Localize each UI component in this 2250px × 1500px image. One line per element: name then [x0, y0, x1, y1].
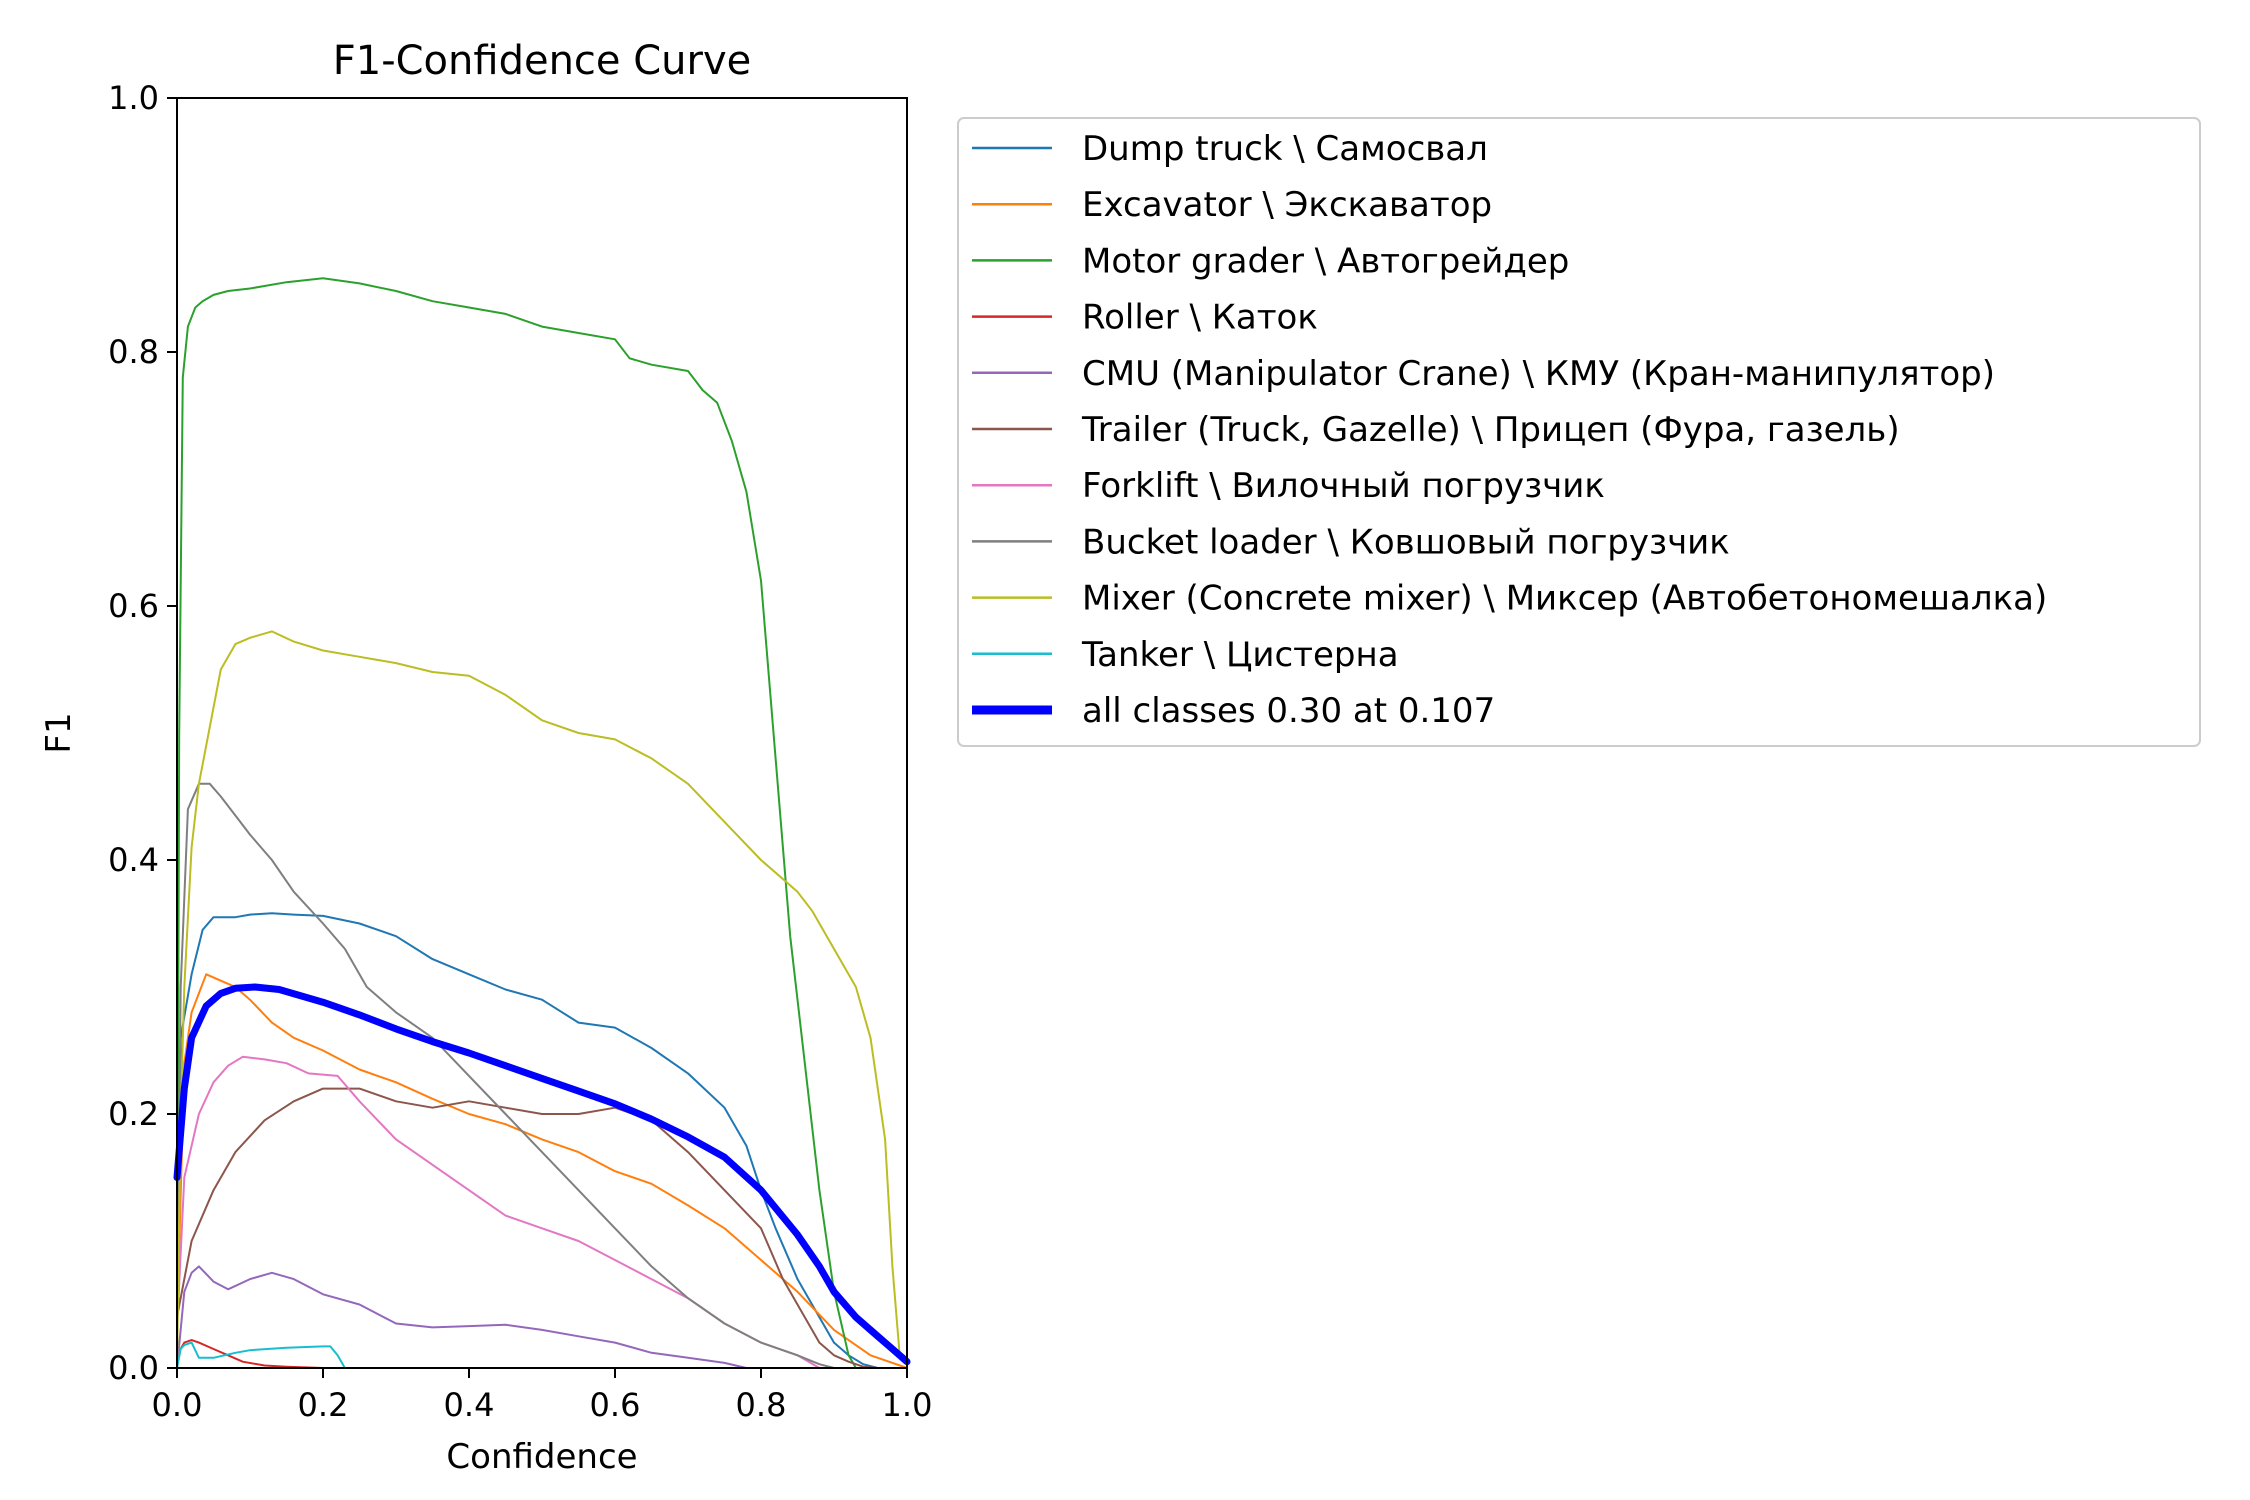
series-line-2: [176, 973, 908, 1369]
legend-items: Dump truck \ Самосвал Excavator \ Экскава…: [972, 129, 2047, 731]
y-tick-label: 0.8: [108, 333, 159, 371]
series-line-5: [176, 1265, 748, 1369]
x-tick-label: 0.2: [298, 1386, 349, 1424]
x-tick-label: 0.0: [152, 1386, 203, 1424]
legend-frame: [957, 117, 2201, 747]
y-axis-ticks: 0.0 0.2 0.4 0.6 0.8 1.0: [108, 79, 177, 1387]
legend: Dump truck \ Самосвал Excavator \ Экскава…: [957, 117, 2201, 747]
plot-lines: [173, 277, 911, 1369]
legend-label: Mixer (Concrete mixer) \ Миксер (Автобет…: [1082, 579, 2047, 619]
y-axis-label: F1: [39, 712, 79, 753]
y-tick-label: 0.2: [108, 1095, 159, 1133]
series-line-9: [176, 630, 901, 1369]
legend-label: all classes 0.30 at 0.107: [1082, 691, 1495, 731]
x-axis-label: Confidence: [446, 1437, 637, 1477]
y-tick-label: 0.0: [108, 1349, 159, 1387]
x-tick-label: 0.4: [444, 1386, 495, 1424]
y-tick-label: 1.0: [108, 79, 159, 117]
y-tick-label: 0.4: [108, 841, 159, 879]
legend-label: Dump truck \ Самосвал: [1082, 129, 1488, 169]
legend-label: Excavator \ Экскаватор: [1082, 185, 1492, 225]
x-tick-label: 0.6: [590, 1386, 641, 1424]
legend-label: Trailer (Truck, Gazelle) \ Прицеп (Фура,…: [1081, 410, 1900, 450]
x-axis-ticks: 0.0 0.2 0.4 0.6 0.8 1.0: [152, 1368, 933, 1424]
legend-label: Forklift \ Вилочный погрузчик: [1082, 466, 1605, 506]
x-tick-label: 0.8: [736, 1386, 787, 1424]
series-line-11: [173, 983, 911, 1366]
series-line-3: [176, 277, 857, 1369]
series-line-6: [176, 1087, 879, 1369]
chart-title: F1-Confidence Curve: [333, 38, 752, 84]
legend-label: Bucket loader \ Ковшовый погрузчик: [1082, 522, 1730, 562]
legend-label: Roller \ Каток: [1082, 298, 1318, 338]
series-line-1: [176, 912, 879, 1369]
series-line-8: [176, 782, 835, 1369]
x-tick-label: 1.0: [882, 1386, 933, 1424]
plot-frame: [176, 97, 908, 1369]
series-line-4: [176, 1339, 762, 1369]
legend-label: Tanker \ Цистерна: [1081, 635, 1399, 675]
y-tick-label: 0.6: [108, 587, 159, 625]
legend-label: CMU (Manipulator Crane) \ КМУ (Кран-мани…: [1082, 354, 1995, 394]
legend-label: Motor grader \ Автогрейдер: [1082, 241, 1569, 281]
